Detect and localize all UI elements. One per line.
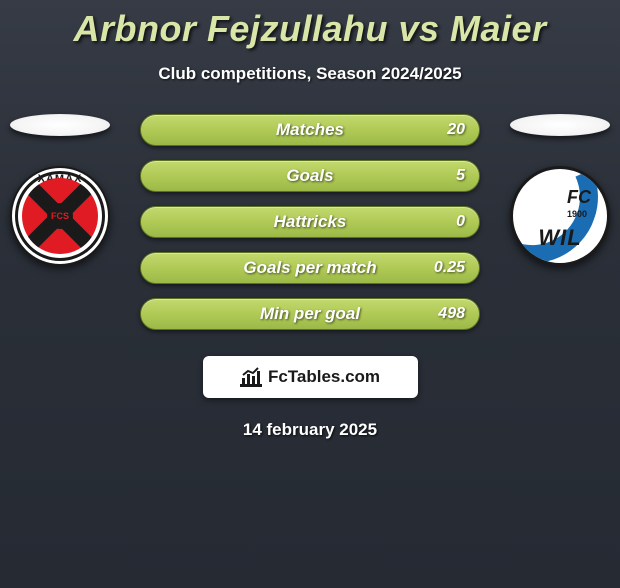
left-club-center: FCS — [47, 203, 73, 229]
stat-label: Min per goal — [260, 304, 360, 324]
left-player-avatar — [10, 114, 110, 136]
stat-bar: Hattricks 0 — [140, 206, 480, 238]
stat-value: 498 — [438, 305, 465, 323]
right-player-avatar — [510, 114, 610, 136]
content-area: XAMAX FCS Matches 20 Goals 5 Hattricks 0… — [0, 114, 620, 330]
left-player-column: XAMAX FCS — [10, 114, 110, 266]
stat-value: 0.25 — [434, 259, 465, 277]
stat-bar: Matches 20 — [140, 114, 480, 146]
stats-bars: Matches 20 Goals 5 Hattricks 0 Goals per… — [140, 114, 480, 330]
stat-value: 20 — [447, 121, 465, 139]
right-club-crest: FC 1900 WIL — [510, 166, 610, 266]
stat-label: Goals per match — [243, 258, 376, 278]
season-subtitle: Club competitions, Season 2024/2025 — [0, 64, 620, 84]
stat-value: 5 — [456, 167, 465, 185]
stat-bar: Min per goal 498 — [140, 298, 480, 330]
right-club-fc: FC — [567, 187, 591, 208]
right-club-wil: WIL — [513, 225, 607, 251]
stat-label: Hattricks — [274, 212, 347, 232]
right-player-column: FC 1900 WIL — [510, 114, 610, 266]
date-text: 14 february 2025 — [0, 420, 620, 440]
brand-badge[interactable]: FcTables.com — [203, 356, 418, 398]
comparison-title: Arbnor Fejzullahu vs Maier — [0, 8, 620, 50]
left-club-crest: XAMAX FCS — [10, 166, 110, 266]
stat-label: Matches — [276, 120, 344, 140]
stat-bar: Goals per match 0.25 — [140, 252, 480, 284]
right-club-year: 1900 — [567, 209, 587, 219]
stat-value: 0 — [456, 213, 465, 231]
stat-bar: Goals 5 — [140, 160, 480, 192]
brand-text: FcTables.com — [268, 367, 380, 387]
stat-label: Goals — [286, 166, 333, 186]
chart-icon — [240, 367, 262, 387]
